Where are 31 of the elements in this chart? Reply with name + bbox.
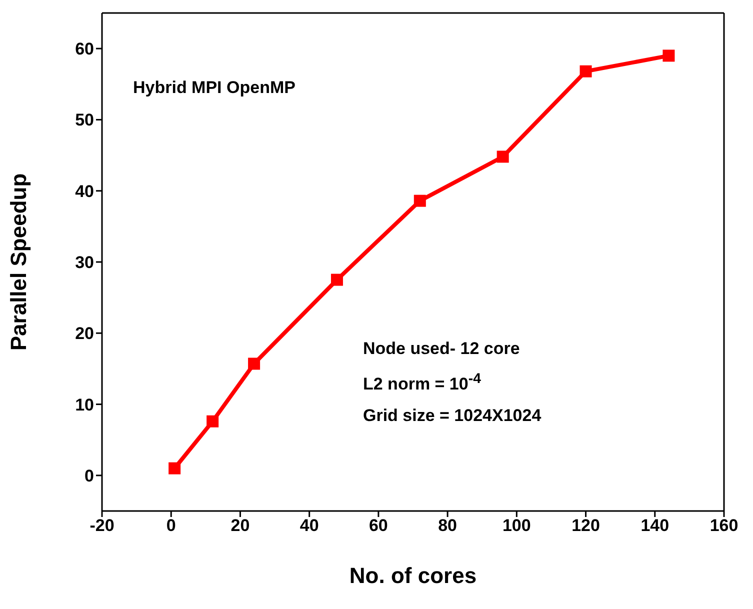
text: Hybrid MPI OpenMP [133, 78, 296, 98]
annotation: Grid size = 1024X1024 [363, 404, 542, 427]
y-axis-title: Parallel Speedup [6, 173, 31, 351]
y-tick-label: 60 [75, 40, 94, 59]
point [206, 415, 219, 428]
x-tick-label: 0 [166, 516, 176, 536]
x-tick-label: 60 [368, 516, 388, 536]
x-tick-label: 160 [710, 516, 738, 536]
point [414, 194, 426, 207]
y-tick-label: 50 [75, 110, 94, 130]
point [330, 274, 343, 286]
x-tick-label: 20 [230, 516, 250, 536]
x-axis-title: No. of cores [349, 563, 477, 588]
annotation: L2 norm = 10$^{-4}$ [363, 370, 482, 396]
x-tick-label: 40 [300, 516, 319, 536]
x-tick-label: 80 [438, 516, 458, 536]
point [662, 50, 675, 62]
y-tick-label: 40 [75, 182, 94, 201]
y-tick-label: 30 [75, 253, 94, 272]
y-tick-label: 20 [75, 324, 94, 344]
point [168, 462, 181, 474]
y-tick-label: 10 [75, 395, 94, 414]
annotation: Node used- 12 core [363, 338, 521, 360]
x-tick-label: 100 [502, 516, 531, 536]
point [496, 150, 509, 163]
point [248, 358, 260, 370]
point [580, 65, 592, 78]
y-tick-label: 0 [84, 466, 94, 486]
x-tick-label: 140 [640, 516, 670, 536]
x-tick-label: 120 [572, 516, 600, 536]
x-tick-label: -20 [90, 516, 114, 536]
